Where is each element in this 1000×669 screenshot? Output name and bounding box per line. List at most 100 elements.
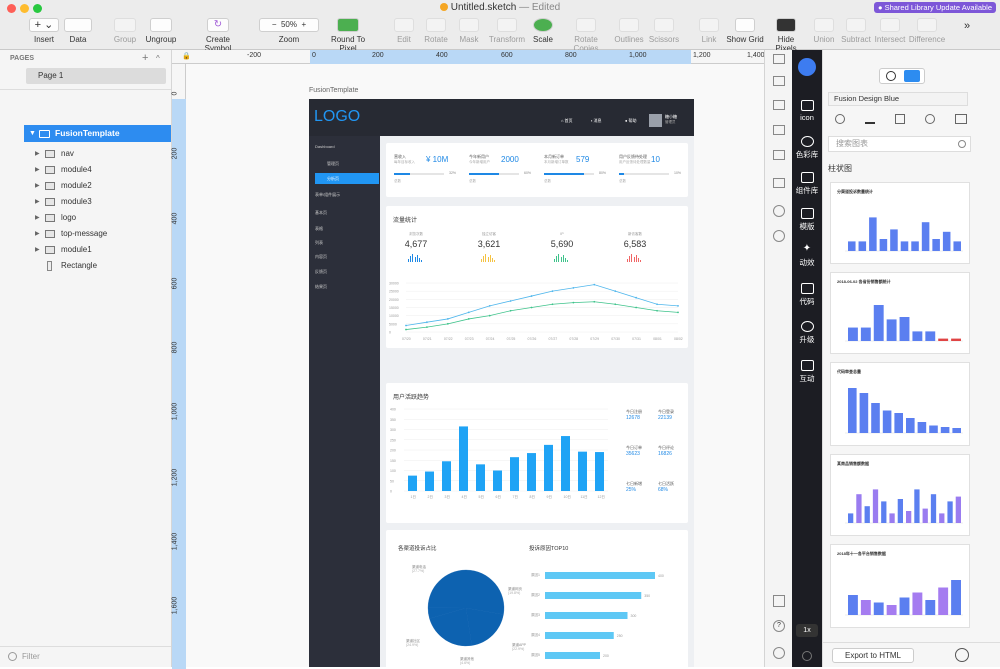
mode-toggle[interactable] [879,68,925,84]
export-html-button[interactable]: Export to HTML [832,648,914,663]
chart-thumbnail[interactable]: 某商品销售额数据 [830,454,970,536]
collapse-pages-button[interactable]: ^ [156,54,160,63]
kpi-progress-fill [544,173,584,175]
scissors-button[interactable]: Scissors [647,18,681,44]
minimize-window-button[interactable] [20,4,29,13]
zoom-out-button[interactable]: − [271,20,277,29]
smile-icon[interactable] [835,114,845,124]
chart-thumbnail[interactable]: 2018年十一各平台销售数据 [830,544,970,628]
chart-search-input[interactable]: 搜索图表 [828,136,971,152]
help-icon[interactable]: ? [773,620,785,632]
layer-item[interactable]: ▶ module2 [0,178,171,194]
disclosure-icon[interactable]: ▶ [35,215,40,221]
rotate-copies-button[interactable]: Rotate Copies [562,18,610,53]
layer-item[interactable]: Rectangle [0,258,171,274]
layer-item[interactable]: ▶ logo [0,210,171,226]
canvas[interactable]: FusionTemplate LOGO ⌂ 首页 ▪ 消息 ● 帮助 糖小糖 管… [186,64,764,667]
share-icon[interactable] [773,76,785,86]
sparkline-bar [562,255,564,262]
chart-thumbnail[interactable]: 代码审查总量 [830,362,970,446]
filter-input[interactable]: Filter [22,652,40,661]
edit-button[interactable]: Edit [392,18,416,44]
layout-icon[interactable] [773,100,785,110]
close-panel-icon[interactable] [802,651,812,661]
cube-icon[interactable] [895,114,905,124]
layer-item[interactable]: ▶ top-message [0,226,171,242]
create-symbol-button[interactable]: ↻ Create Symbol [204,18,232,53]
disclosure-icon[interactable]: ▶ [35,151,40,157]
shared-library-notice[interactable]: ● Shared Library Update Available [873,2,996,13]
fusion-tab-upgrade[interactable]: 升级 [792,321,822,345]
bar [442,461,451,491]
intersect-button[interactable]: Intersect [874,18,906,44]
crop-icon[interactable] [773,125,785,135]
ungroup-button[interactable]: Ungroup [143,18,179,44]
data-point [530,295,533,297]
zoom-in-button[interactable]: + [301,20,307,29]
fusion-tab-icon[interactable]: icon [792,100,822,122]
transform-button[interactable]: Transform [488,18,526,44]
disclosure-icon[interactable]: ▼ [29,130,36,137]
gift-icon[interactable] [773,595,785,607]
zoom-window-button[interactable] [33,4,42,13]
layer-item[interactable]: ▶ nav [0,146,171,162]
user-icon[interactable] [955,648,969,662]
zoom-select[interactable]: 1x [796,624,818,637]
vertical-ruler[interactable]: 0 200 400 600 800 1,000 1,200 1,400 1,60… [171,64,186,669]
frame-icon[interactable] [773,150,785,160]
chart-thumbnail[interactable]: 分渠道投诉数量统计 [830,182,970,264]
align-icon[interactable] [773,54,785,64]
disclosure-icon[interactable]: ▶ [35,199,40,205]
scale-button[interactable]: Scale [531,18,555,44]
fusion-tab-templates[interactable]: 模版 [792,208,822,232]
lock-icon[interactable]: 🔒 [182,53,191,60]
subtract-button[interactable]: Subtract [840,18,872,44]
disclosure-icon[interactable]: ▶ [35,167,40,173]
table-icon[interactable] [955,114,967,124]
rotate-button[interactable]: Rotate [422,18,450,44]
toolbar-overflow-button[interactable]: » [963,20,971,32]
difference-button[interactable]: Difference [908,18,946,44]
zoom-control[interactable]: − 50% + Zoom [258,18,320,44]
fusion-tab-interact[interactable]: 互动 [792,360,822,384]
export-icon[interactable] [773,178,785,188]
artboard[interactable]: LOGO ⌂ 首页 ▪ 消息 ● 帮助 糖小糖 管理员 Dashboard 管理… [309,99,694,667]
disclosure-icon[interactable]: ▶ [35,183,40,189]
bar-chart-icon[interactable] [865,114,875,124]
settings-icon[interactable] [773,647,785,659]
link-button[interactable]: Link [698,18,720,44]
palette-icon[interactable] [773,205,785,217]
disclosure-icon[interactable]: ▶ [35,231,40,237]
fusion-tab-code[interactable]: 代码 [792,283,822,307]
group-button[interactable]: Group [110,18,140,44]
layer-item[interactable]: ▶ module4 [0,162,171,178]
fusion-panel: Fusion Design Blue 搜索图表 柱状图 分渠道投诉数量统计 20… [822,50,1000,667]
union-button[interactable]: Union [812,18,836,44]
add-page-button[interactable]: + [142,52,149,64]
mask-button[interactable]: Mask [456,18,482,44]
layer-item[interactable]: ▶ module1 [0,242,171,258]
horizontal-ruler[interactable]: 🔒 -200 0 200 400 600 800 1,000 1,200 1,4… [172,50,765,64]
close-window-button[interactable] [7,4,16,13]
layer-artboard[interactable]: ▼ FusionTemplate [24,125,171,142]
sparkline-bar [419,258,420,262]
outlines-button[interactable]: Outlines [613,18,645,44]
network-icon[interactable] [925,114,935,124]
hide-pixels-button[interactable]: Hide Pixels [767,18,805,53]
round-to-pixel-button[interactable]: Round To Pixel [322,18,374,53]
timer-icon[interactable] [773,230,785,242]
data-button[interactable]: Data [63,18,93,44]
nav-home: ⌂ 首页 [561,118,573,123]
layer-item[interactable]: ▶ module3 [0,194,171,210]
chart-thumbnail[interactable]: 2018-06-02 各省份销售额统计 [830,272,970,354]
show-grid-button[interactable]: Show Grid [726,18,764,44]
artboard-label[interactable]: FusionTemplate [309,87,359,94]
insert-button[interactable]: + ⌄ Insert [28,18,60,44]
fusion-tab-animation[interactable]: ✦ 动效 [799,243,815,268]
data-point [509,300,512,302]
library-select[interactable]: Fusion Design Blue [828,92,968,106]
fusion-tab-colors[interactable]: 色彩库 [792,136,822,160]
fusion-tab-components[interactable]: 组件库 [792,172,822,196]
disclosure-icon[interactable]: ▶ [35,247,40,253]
page-item[interactable]: Page 1 [26,68,166,84]
